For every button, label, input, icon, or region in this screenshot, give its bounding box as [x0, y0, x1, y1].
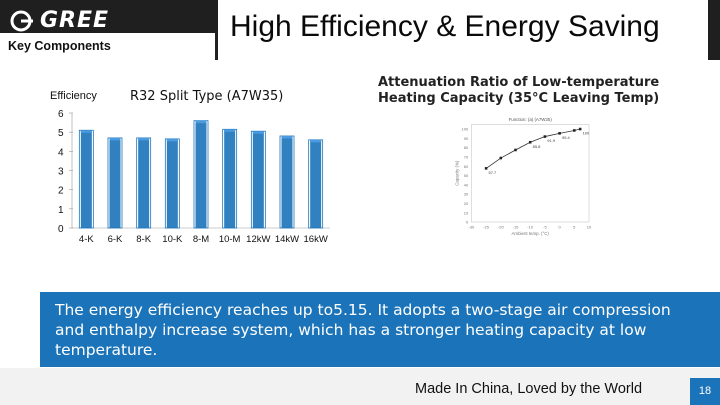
x-tick-label: 10-K [162, 234, 183, 245]
footer-tagline: Made In China, Loved by the World [415, 381, 643, 397]
data-point [528, 140, 532, 144]
description-text: The energy efficiency reaches up to5.15.… [55, 301, 671, 359]
right-chart-title-line1: Attenuation Ratio of Low-temperature [378, 75, 660, 90]
bar [109, 137, 121, 228]
x-tick-label: 10 [587, 224, 592, 229]
x-tick-label: -25 [483, 224, 490, 229]
data-point [573, 129, 576, 132]
bar-top [195, 120, 207, 124]
y-axis-label: Capacity (%) [455, 160, 460, 186]
data-label: 100 [583, 131, 590, 136]
band-left-gap [0, 292, 40, 367]
bar [224, 129, 236, 228]
data-label: 95.4 [562, 135, 571, 140]
bar [138, 137, 150, 228]
y-tick-label: 6 [58, 109, 64, 120]
bar [310, 139, 322, 228]
description-band: The energy efficiency reaches up to5.15.… [40, 292, 720, 367]
y-tick-label: 1 [58, 205, 64, 216]
bar [252, 131, 264, 228]
y-tick-label: 4 [58, 147, 64, 158]
x-tick-label: 10-M [219, 234, 241, 245]
x-tick-label: 12kW [246, 234, 270, 245]
y-tick-label: 0 [466, 220, 469, 225]
right-chart-title-line2: Heating Capacity (35°C Leaving Temp) [378, 91, 660, 106]
x-tick-label: 5 [573, 224, 576, 229]
chart-title: R32 Split Type (A7W35) [130, 89, 283, 104]
right-chart-title: Attenuation Ratio of Low-temperature Hea… [378, 75, 659, 107]
y-tick-label: 70 [464, 155, 469, 160]
y-tick-label: 60 [464, 164, 469, 169]
bar-top [109, 137, 121, 141]
y-tick-label: 100 [462, 127, 469, 132]
y-tick-label: 30 [464, 192, 469, 197]
x-tick-label: -10 [527, 224, 534, 229]
bar [281, 136, 293, 228]
y-tick-label: 3 [58, 167, 64, 178]
data-point [499, 156, 503, 160]
x-tick-label: 8-K [136, 234, 151, 245]
data-point [578, 127, 582, 131]
y-tick-label: 80 [464, 145, 469, 150]
footer-bar [0, 368, 720, 405]
x-tick-label: -20 [498, 224, 505, 229]
x-tick-label: 0 [558, 224, 561, 229]
data-label: 91.9 [547, 138, 556, 143]
x-tick-label: 6-K [108, 234, 123, 245]
data-point [558, 132, 561, 135]
bar-top [224, 129, 236, 132]
series-line [485, 128, 581, 169]
y-tick-label: 10 [464, 210, 469, 215]
plot-frame [471, 124, 590, 223]
y-tick-label: 40 [464, 182, 469, 187]
x-tick-label: 16kW [304, 234, 328, 245]
title-box: High Efficiency & Energy Saving [218, 0, 708, 60]
bar [166, 138, 178, 228]
y-tick-label: 90 [464, 136, 469, 141]
y-tick-label: 20 [464, 201, 469, 206]
x-tick-label: -5 [543, 224, 547, 229]
data-point [543, 135, 547, 138]
data-point [514, 148, 517, 152]
x-tick-label: 4-K [79, 234, 94, 245]
page-number: 18 [690, 378, 720, 405]
data-label: 85.8 [533, 144, 542, 149]
section-tab: Key Components [0, 33, 217, 60]
bar-top [310, 139, 322, 143]
brand-name: GREE [40, 8, 110, 33]
bar-top [281, 136, 293, 139]
bar-top [138, 137, 150, 141]
efficiency-bar-chart: Efficiency R32 Split Type (A7W35) 0 1 2 3 4 5… [50, 89, 330, 245]
brand-logo: GREE [10, 8, 109, 33]
bar [80, 130, 92, 228]
y-tick-label: 0 [58, 224, 64, 235]
x-tick-label: -15 [513, 224, 520, 229]
x-tick-label: 8-M [193, 234, 209, 245]
page-title: High Efficiency & Energy Saving [230, 10, 660, 43]
legend-label: Function: (a) (A7W35) [509, 117, 553, 122]
bar [195, 120, 207, 228]
section-label: Key Components [8, 39, 111, 53]
x-axis-label: Ambient temp. (°C) [512, 231, 550, 236]
bar-top [252, 131, 264, 134]
x-tick-label: 14kW [275, 234, 299, 245]
capacity-line-chart: 0 10 20 30 40 50 60 70 80 90 100 -30 -25 -20 -15 -10 -5 0… [455, 117, 592, 236]
y-tick-label: 2 [58, 186, 64, 197]
data-point [484, 167, 488, 170]
data-label: 57.7 [489, 170, 498, 175]
bar-top [80, 130, 92, 133]
chart-ylabel: Efficiency [50, 90, 97, 102]
bar-top [166, 138, 178, 142]
x-tick-label: -30 [469, 224, 476, 229]
y-tick-label: 50 [464, 173, 469, 178]
y-tick-label: 5 [58, 128, 64, 139]
gree-logo-icon [10, 10, 33, 31]
